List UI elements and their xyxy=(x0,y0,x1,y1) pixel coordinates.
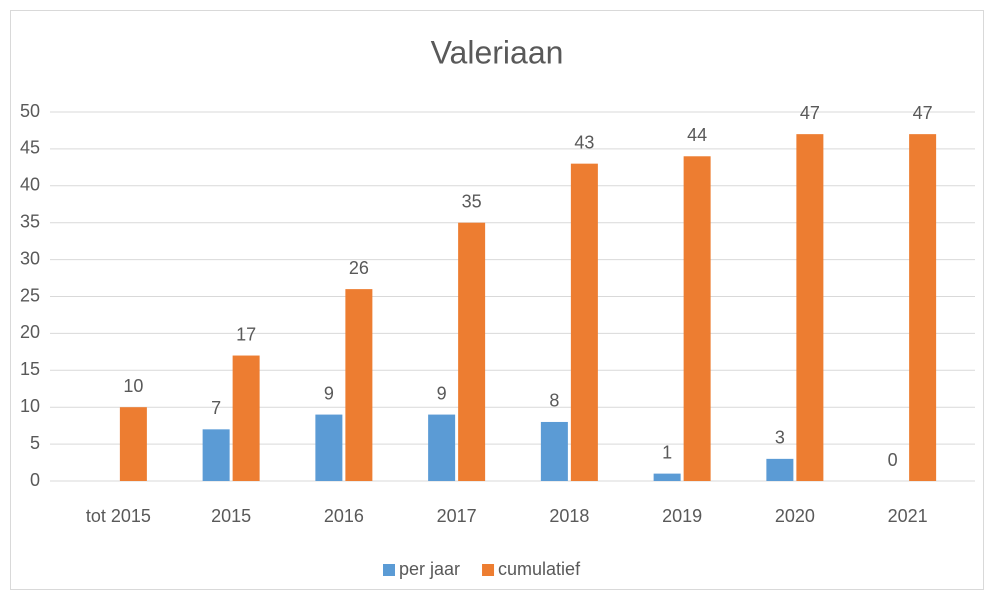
data-label: 1 xyxy=(662,442,672,462)
data-label: 9 xyxy=(324,383,334,403)
y-tick-label: 0 xyxy=(30,470,40,490)
bar xyxy=(202,429,230,481)
y-tick-label: 35 xyxy=(20,211,40,231)
data-label: 26 xyxy=(349,258,369,278)
data-label: 7 xyxy=(211,398,221,418)
bar xyxy=(909,134,937,481)
bar xyxy=(683,156,711,481)
y-tick-label: 20 xyxy=(20,322,40,342)
bar xyxy=(570,163,598,481)
data-label: 44 xyxy=(687,125,707,145)
y-tick-label: 15 xyxy=(20,359,40,379)
bar xyxy=(428,414,456,481)
legend-label: cumulatief xyxy=(498,559,581,579)
data-label: 3 xyxy=(775,428,785,448)
bar xyxy=(766,458,794,481)
y-tick-label: 30 xyxy=(20,248,40,268)
x-tick-label: tot 2015 xyxy=(86,506,151,526)
y-tick-label: 10 xyxy=(20,396,40,416)
bar xyxy=(119,407,147,481)
x-tick-label: 2015 xyxy=(211,506,251,526)
bar xyxy=(458,222,486,481)
data-label: 47 xyxy=(913,103,933,123)
data-label: 35 xyxy=(462,191,482,211)
x-tick-label: 2017 xyxy=(437,506,477,526)
legend-swatch xyxy=(383,564,395,576)
data-label: 10 xyxy=(123,376,143,396)
chart-frame xyxy=(10,10,984,590)
y-tick-label: 50 xyxy=(20,101,40,121)
data-label: 8 xyxy=(549,391,559,411)
data-label: 43 xyxy=(574,132,594,152)
bar xyxy=(315,414,343,481)
chart-title: Valeriaan xyxy=(431,34,564,70)
x-tick-label: 2020 xyxy=(775,506,815,526)
y-tick-label: 45 xyxy=(20,138,40,158)
bar xyxy=(540,421,568,481)
y-tick-label: 25 xyxy=(20,285,40,305)
bar xyxy=(796,134,824,481)
bar xyxy=(653,473,681,481)
x-tick-label: 2018 xyxy=(549,506,589,526)
data-label: 9 xyxy=(437,383,447,403)
x-tick-label: 2021 xyxy=(888,506,928,526)
data-label: 47 xyxy=(800,103,820,123)
x-tick-label: 2019 xyxy=(662,506,702,526)
data-label: 17 xyxy=(236,324,256,344)
y-tick-label: 5 xyxy=(30,433,40,453)
legend-swatch xyxy=(482,564,495,576)
bar xyxy=(232,355,260,481)
y-tick-label: 40 xyxy=(20,175,40,195)
data-label: 0 xyxy=(888,450,898,470)
bar xyxy=(345,289,373,481)
x-tick-label: 2016 xyxy=(324,506,364,526)
legend-label: per jaar xyxy=(399,559,460,579)
